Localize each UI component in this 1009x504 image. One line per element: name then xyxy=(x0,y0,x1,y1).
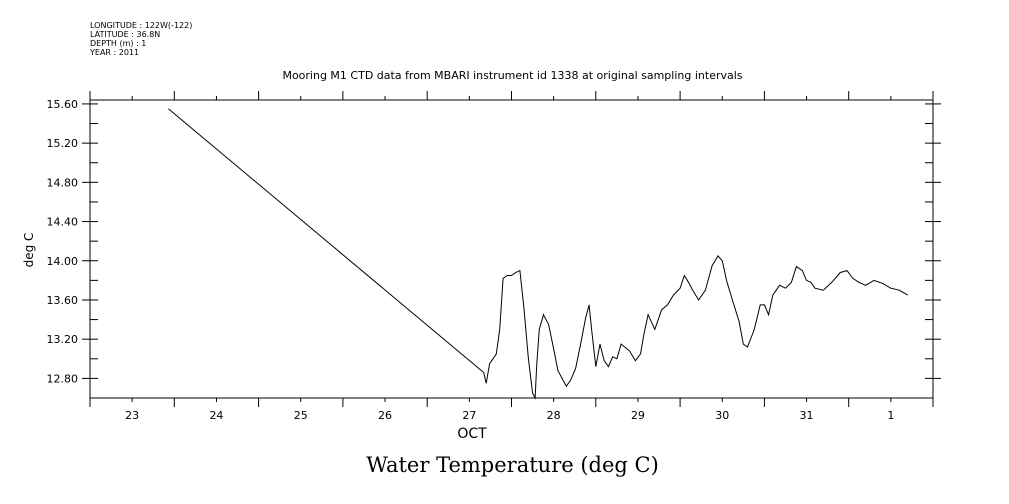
y-tick-label: 14.80 xyxy=(47,176,79,189)
year-label: YEAR : 2011 xyxy=(90,48,140,57)
y-tick-label: 13.20 xyxy=(47,333,79,346)
x-tick-label: 29 xyxy=(631,409,645,422)
x-tick-label: 26 xyxy=(378,409,392,422)
y-tick-label: 14.40 xyxy=(47,216,79,229)
longitude-label: LONGITUDE : 122W(-122) xyxy=(90,21,193,30)
x-tick-label: 23 xyxy=(125,409,139,422)
chart-caption: Water Temperature (deg C) xyxy=(366,453,659,477)
depth-label: DEPTH (m) : 1 xyxy=(90,39,147,48)
y-tick-label: 15.60 xyxy=(47,98,79,111)
ticks-group: 23 24 25 26 27 28 29 30 31 1 12.80 13.20 13.60 14.00 1… xyxy=(47,91,941,422)
chart-title: Mooring M1 CTD data from MBARI instrumen… xyxy=(282,69,743,82)
x-tick-label: 27 xyxy=(462,409,476,422)
y-tick-label: 12.80 xyxy=(47,372,79,385)
y-tick-label: 15.20 xyxy=(47,137,79,150)
x-tick-label: 1 xyxy=(887,409,894,422)
y-axis-label: deg C xyxy=(22,233,36,268)
x-tick-label: 30 xyxy=(715,409,729,422)
axes-group xyxy=(89,99,934,399)
x-tick-label: 31 xyxy=(800,409,814,422)
metadata-block: LONGITUDE : 122W(-122) LATITUDE : 36.8N … xyxy=(90,21,192,57)
plot-frame xyxy=(89,99,934,399)
series-group xyxy=(168,108,908,400)
x-tick-label: 24 xyxy=(209,409,223,422)
x-tick-label: 28 xyxy=(547,409,561,422)
latitude-label: LATITUDE : 36.8N xyxy=(90,30,161,39)
series-line xyxy=(168,108,908,400)
x-axis-label: OCT xyxy=(457,426,487,442)
y-tick-label: 14.00 xyxy=(47,255,79,268)
x-tick-label: 25 xyxy=(294,409,308,422)
y-tick-label: 13.60 xyxy=(47,294,79,307)
